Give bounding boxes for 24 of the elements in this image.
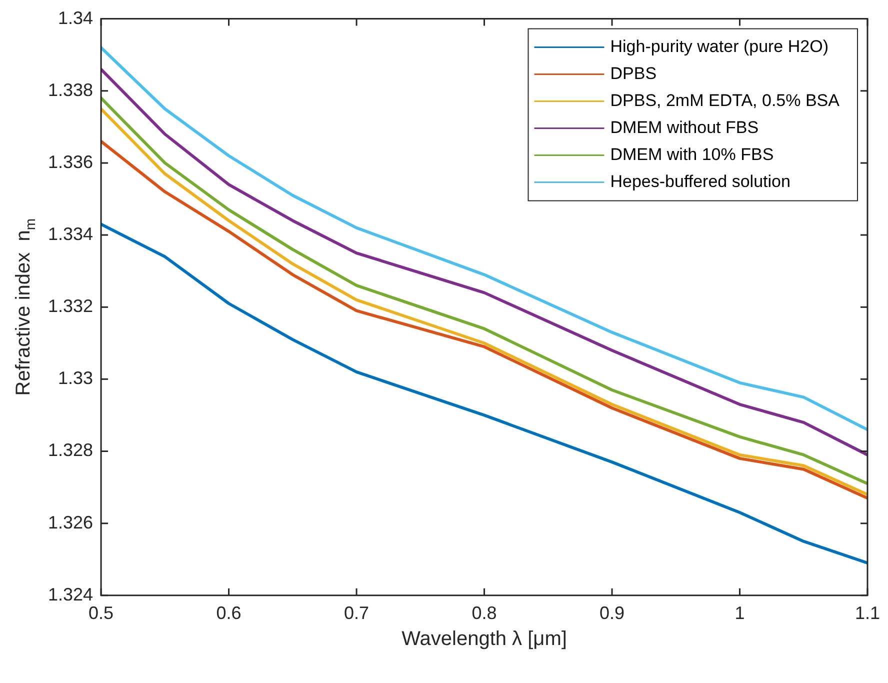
y-tick-label: 1.328 (48, 440, 94, 460)
y-tick-label: 1.324 (48, 584, 94, 604)
y-tick-label: 1.338 (48, 80, 94, 100)
x-tick-label: 0.8 (472, 603, 497, 624)
x-axis-title: Wavelength λ [μm] (402, 628, 567, 650)
legend-label: DMEM without FBS (610, 118, 759, 137)
x-tick-label: 1.1 (854, 603, 880, 624)
y-tick-label: 1.326 (48, 512, 94, 532)
y-tick-label: 1.332 (48, 296, 94, 316)
y-tick-label: 1.34 (58, 8, 94, 28)
x-tick-label: 0.7 (344, 603, 370, 624)
y-axis-title: Refractive index nm (12, 218, 38, 396)
x-tick-label: 0.6 (216, 603, 242, 624)
y-tick-label: 1.334 (48, 224, 94, 244)
legend-label: High-purity water (pure H2O) (610, 36, 828, 56)
x-tick-label: 0.9 (599, 603, 625, 624)
y-tick-label: 1.33 (58, 368, 94, 388)
legend-label: Hepes-buffered solution (610, 172, 790, 191)
legend-label: DPBS (610, 64, 657, 83)
legend-label: DPBS, 2mM EDTA, 0.5% BSA (610, 90, 840, 110)
x-tick-label: 0.5 (88, 603, 114, 624)
legend-label: DMEM with 10% FBS (610, 144, 774, 164)
y-tick-label: 1.336 (48, 152, 94, 172)
x-tick-label: 1 (734, 603, 745, 624)
